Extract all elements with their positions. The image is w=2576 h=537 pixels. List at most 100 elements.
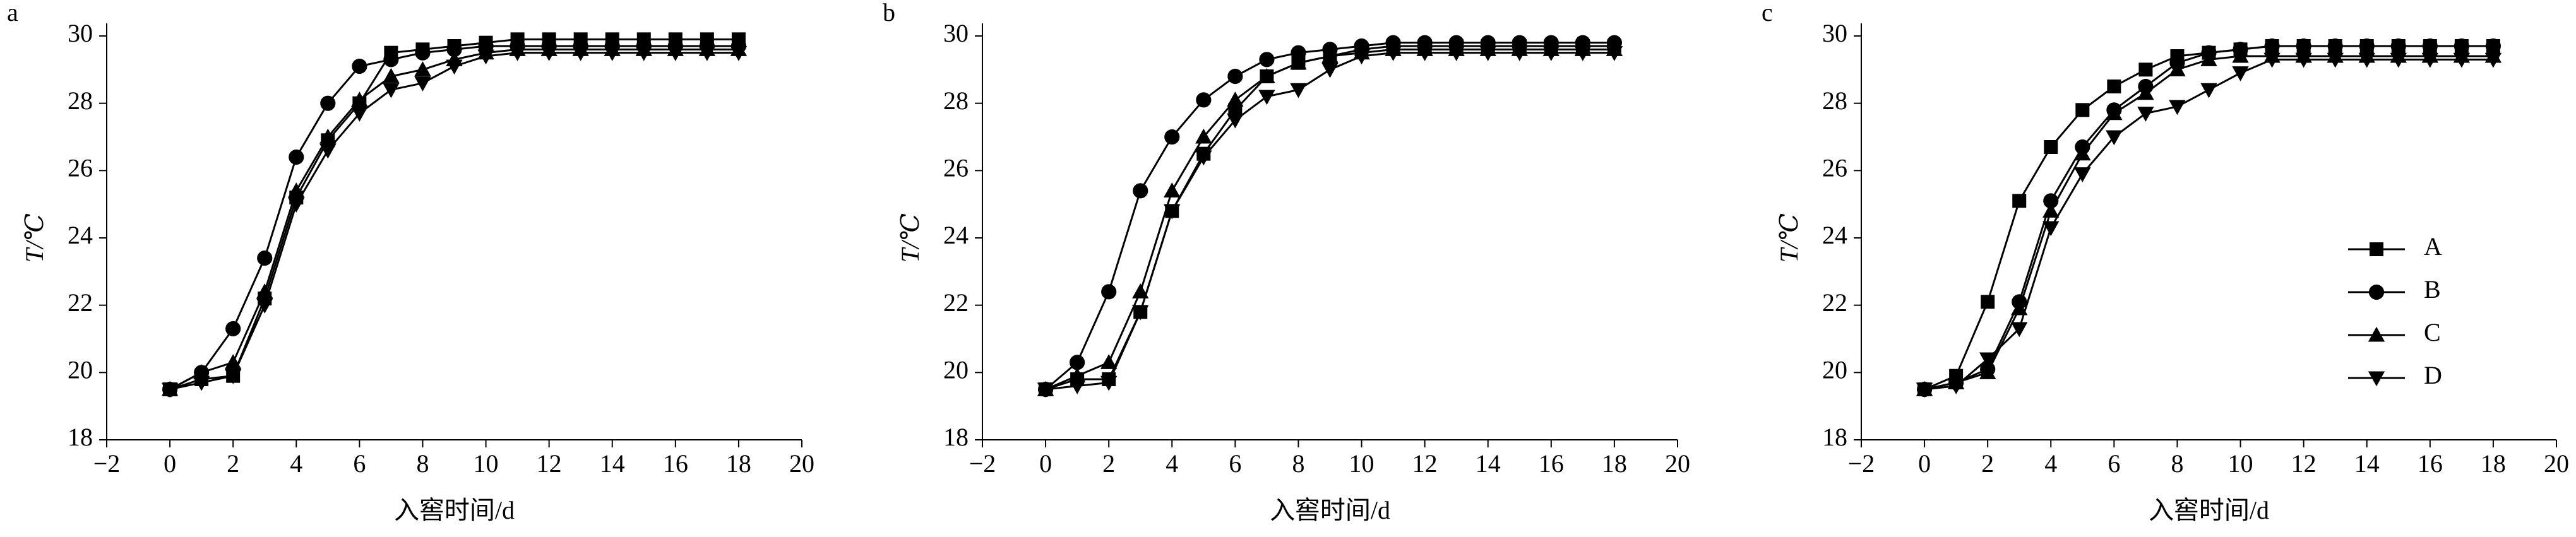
- marker: [604, 46, 621, 61]
- x-tick-label: 16: [663, 449, 688, 478]
- marker: [1981, 295, 1995, 309]
- x-tick-label: 2: [227, 449, 239, 478]
- marker: [289, 149, 304, 165]
- marker: [2264, 38, 2280, 54]
- marker: [2200, 83, 2217, 98]
- marker: [2359, 38, 2375, 54]
- marker: [2044, 140, 2058, 154]
- marker: [1542, 46, 1560, 61]
- x-tick-label: 14: [1476, 449, 1501, 478]
- marker: [2137, 85, 2154, 100]
- marker: [2075, 103, 2090, 117]
- marker: [1416, 46, 1433, 61]
- marker: [1259, 52, 1275, 68]
- x-tick-label: 18: [1602, 449, 1627, 478]
- marker: [2074, 145, 2091, 161]
- legend-label: B: [2424, 275, 2441, 304]
- marker: [2368, 326, 2385, 342]
- x-tick-label: 20: [1665, 449, 1690, 478]
- marker: [2368, 284, 2385, 300]
- x-tick-label: 6: [353, 449, 366, 478]
- series-line: [1924, 58, 2493, 391]
- x-tick-label: 0: [1039, 449, 1052, 478]
- y-tick-label: 26: [68, 154, 93, 182]
- marker: [2370, 242, 2383, 256]
- series-line: [169, 52, 739, 391]
- series-line: [169, 38, 739, 391]
- x-tick-label: 10: [474, 449, 499, 478]
- marker: [1132, 305, 1149, 321]
- marker: [1195, 128, 1212, 144]
- marker: [1101, 284, 1117, 300]
- marker: [1321, 62, 1339, 78]
- marker: [1070, 355, 1085, 370]
- marker: [2200, 51, 2217, 66]
- marker: [1321, 47, 1339, 63]
- legend-label: D: [2424, 361, 2442, 389]
- y-tick-label: 20: [68, 356, 93, 384]
- marker: [1132, 283, 1149, 298]
- marker: [1133, 183, 1148, 199]
- x-tick-label: 0: [164, 449, 176, 478]
- marker: [572, 46, 589, 61]
- marker: [2453, 52, 2471, 68]
- y-axis-label: T/℃: [20, 213, 49, 263]
- y-tick-label: 18: [943, 423, 969, 451]
- x-tick-label: 14: [2354, 449, 2380, 478]
- x-tick-label: 18: [2481, 449, 2506, 478]
- marker: [2138, 62, 2153, 77]
- x-tick-label: 12: [2291, 449, 2317, 478]
- marker: [1979, 364, 1996, 379]
- x-tick-label: 20: [2544, 449, 2569, 478]
- panel-label: b: [883, 0, 895, 27]
- marker: [1511, 46, 1528, 61]
- x-tick-label: 20: [789, 449, 814, 478]
- marker: [1385, 46, 1402, 61]
- marker: [2263, 52, 2281, 68]
- marker: [1258, 68, 1275, 83]
- series-line: [1045, 42, 1614, 391]
- marker: [2074, 167, 2091, 182]
- x-tick-label: 4: [1166, 449, 1178, 478]
- marker: [1100, 354, 1118, 369]
- marker: [2295, 52, 2312, 68]
- x-tick-label: 4: [2044, 449, 2057, 478]
- y-tick-label: 30: [943, 19, 969, 47]
- y-tick-label: 28: [1822, 86, 1847, 115]
- marker: [2169, 61, 2186, 76]
- marker: [1164, 129, 1180, 145]
- marker: [2042, 221, 2060, 237]
- x-tick-label: 6: [2108, 449, 2120, 478]
- y-tick-label: 18: [68, 423, 93, 451]
- marker: [2011, 322, 2028, 338]
- y-tick-label: 26: [943, 154, 969, 182]
- marker: [224, 369, 242, 384]
- marker: [477, 49, 494, 65]
- marker: [509, 46, 526, 61]
- y-tick-label: 30: [1822, 19, 1847, 47]
- x-tick-label: 2: [1981, 449, 1994, 478]
- x-tick-label: −2: [1848, 449, 1875, 478]
- marker: [320, 95, 336, 111]
- marker: [1290, 54, 1307, 70]
- marker: [2390, 38, 2406, 54]
- marker: [414, 61, 431, 76]
- marker: [1068, 367, 1086, 383]
- marker: [1227, 68, 1243, 85]
- y-tick-label: 24: [943, 221, 969, 249]
- x-tick-label: 0: [1918, 449, 1931, 478]
- marker: [2368, 371, 2385, 387]
- x-axis-label: 入窖时间/d: [1270, 496, 1390, 524]
- marker: [2106, 130, 2123, 146]
- marker: [383, 52, 399, 68]
- x-tick-label: 16: [1539, 449, 1564, 478]
- marker: [319, 128, 337, 144]
- marker: [319, 143, 337, 159]
- series-line: [1924, 55, 2493, 391]
- marker: [1164, 182, 1181, 198]
- y-tick-label: 24: [68, 221, 93, 249]
- series-line: [169, 48, 739, 391]
- marker: [257, 250, 273, 266]
